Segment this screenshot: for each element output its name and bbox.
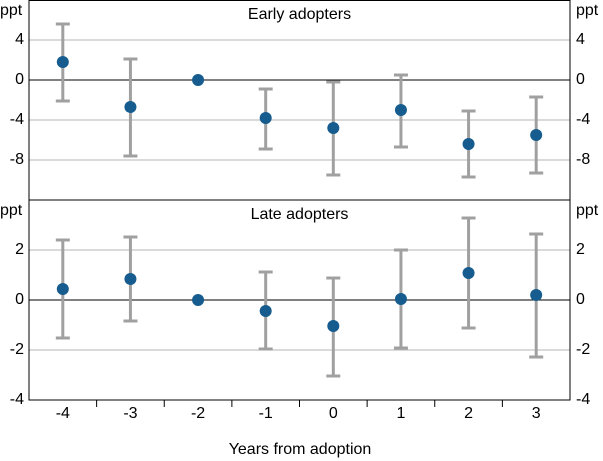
x-axis-title: Years from adoption xyxy=(229,441,372,458)
point xyxy=(462,267,475,279)
point xyxy=(394,293,407,305)
y-tick-label: -2 xyxy=(10,341,24,358)
point xyxy=(192,74,205,86)
y2-tick-label: 0 xyxy=(576,291,585,308)
y2-unit-label: ppt xyxy=(576,2,599,19)
x-tick-label: -1 xyxy=(259,405,273,422)
x-tick-label: -4 xyxy=(56,405,70,422)
x-tick-label: -2 xyxy=(191,405,205,422)
point xyxy=(56,283,69,295)
point xyxy=(394,104,407,116)
point xyxy=(259,112,272,124)
point xyxy=(124,273,137,285)
panel-title: Early adopters xyxy=(248,6,351,23)
y-tick-label: -4 xyxy=(10,111,24,128)
point xyxy=(192,294,205,306)
x-tick-label: 1 xyxy=(396,405,405,422)
point xyxy=(530,129,543,141)
point xyxy=(327,320,340,332)
y-tick-label: 2 xyxy=(15,241,24,258)
y2-unit-label: ppt xyxy=(576,202,599,219)
point xyxy=(462,138,475,150)
y2-tick-label: 2 xyxy=(576,241,585,258)
x-tick-label: 2 xyxy=(464,405,473,422)
y2-tick-label: -8 xyxy=(576,151,590,168)
y-tick-label: -4 xyxy=(10,391,24,408)
y-unit-label: ppt xyxy=(0,2,23,19)
x-tick-label: 0 xyxy=(329,405,338,422)
y-tick-label: -8 xyxy=(10,151,24,168)
point xyxy=(56,56,69,68)
x-tick-label: 3 xyxy=(532,405,541,422)
y-tick-label: 0 xyxy=(15,71,24,88)
y2-tick-label: -4 xyxy=(576,111,590,128)
y2-tick-label: -4 xyxy=(576,391,590,408)
x-tick-label: -3 xyxy=(123,405,137,422)
y2-tick-label: -2 xyxy=(576,341,590,358)
y2-tick-label: 0 xyxy=(576,71,585,88)
panel-title: Late adopters xyxy=(251,206,349,223)
point xyxy=(259,305,272,317)
point xyxy=(327,122,340,134)
y-tick-label: 4 xyxy=(15,31,24,48)
point xyxy=(530,289,543,301)
y2-tick-label: 4 xyxy=(576,31,585,48)
point xyxy=(124,101,137,113)
y-unit-label: ppt xyxy=(0,202,23,219)
y-tick-label: 0 xyxy=(15,291,24,308)
